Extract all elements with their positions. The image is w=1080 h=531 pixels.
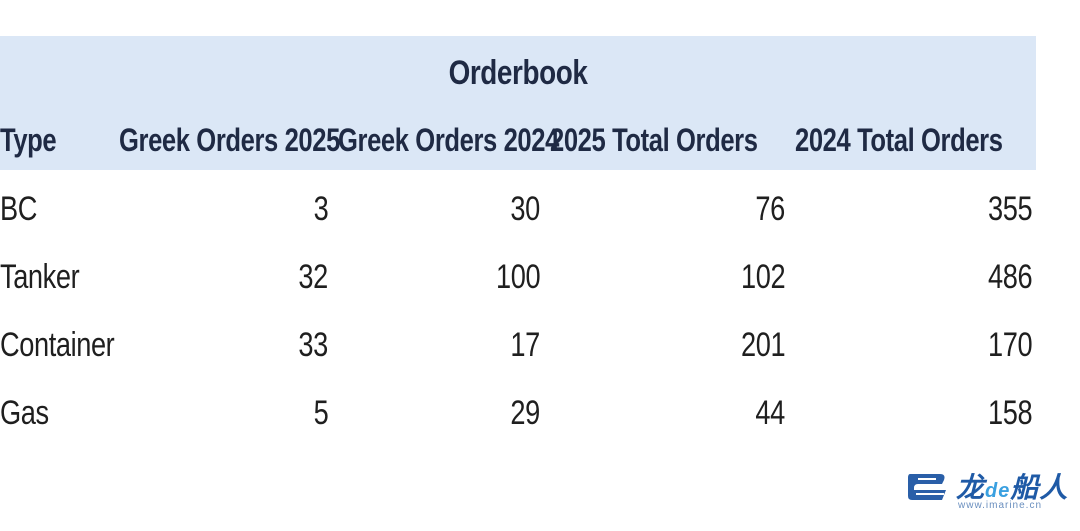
cell-greek-orders-2025: 3 <box>313 190 328 228</box>
cell-type: Container <box>0 326 115 364</box>
cell-2025-total-orders: 201 <box>740 326 786 364</box>
cell-2024-total-orders: 170 <box>987 326 1033 364</box>
column-header-greek-orders-2024: Greek Orders 2024 <box>338 122 559 158</box>
cell-2025-total-orders: 44 <box>755 394 786 432</box>
cell-2024-total-orders: 355 <box>987 190 1033 228</box>
watermark: 龙de船人 www.imarine.cn <box>906 466 1072 516</box>
column-header-2024-total-orders: 2024 Total Orders <box>795 122 1003 158</box>
cell-type: BC <box>0 190 37 228</box>
cell-greek-orders-2024: 30 <box>510 190 541 228</box>
table-row: Container 33 17 201 170 <box>0 326 1036 380</box>
cell-greek-orders-2024: 100 <box>495 258 541 296</box>
cell-type: Gas <box>0 394 49 432</box>
table-title: Orderbook <box>448 54 588 92</box>
cell-type: Tanker <box>0 258 80 296</box>
table-header-band <box>0 36 1036 170</box>
cell-2024-total-orders: 158 <box>987 394 1033 432</box>
column-header-greek-orders-2025: Greek Orders 2025 <box>119 122 340 158</box>
table-row: BC 3 30 76 355 <box>0 190 1036 244</box>
column-header-2025-total-orders: 2025 Total Orders <box>550 122 758 158</box>
cell-2025-total-orders: 102 <box>740 258 786 296</box>
cell-greek-orders-2025: 5 <box>313 394 328 432</box>
cell-greek-orders-2024: 17 <box>510 326 541 364</box>
ship-logo-icon <box>908 474 946 500</box>
cell-2024-total-orders: 486 <box>987 258 1033 296</box>
cell-2025-total-orders: 76 <box>755 190 786 228</box>
watermark-brand: 龙de船人 <box>956 472 1069 503</box>
cell-greek-orders-2025: 32 <box>298 258 329 296</box>
table-row: Gas 5 29 44 158 <box>0 394 1036 448</box>
table-row: Tanker 32 100 102 486 <box>0 258 1036 312</box>
cell-greek-orders-2025: 33 <box>298 326 329 364</box>
cell-greek-orders-2024: 29 <box>510 394 541 432</box>
watermark-url: www.imarine.cn <box>958 500 1043 511</box>
column-header-type: Type <box>0 122 57 158</box>
